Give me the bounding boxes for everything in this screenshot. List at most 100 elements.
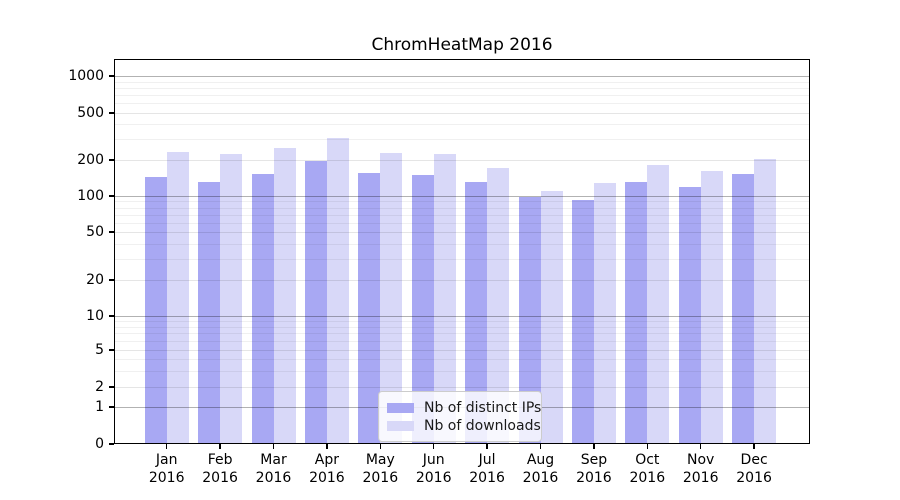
bars-layer — [114, 59, 810, 444]
x-tick-mark — [539, 444, 542, 449]
y-tick-label: 5 — [95, 342, 104, 358]
gridline — [114, 387, 810, 388]
plot-area — [114, 59, 810, 444]
x-tick-mark — [379, 444, 381, 449]
x-tick-label: Mar 2016 — [255, 452, 292, 486]
bar-downloads — [326, 138, 349, 444]
y-tick-mark — [109, 315, 114, 317]
x-tick-label: Nov 2016 — [682, 452, 719, 486]
y-tick-label: 1000 — [68, 68, 104, 84]
y-tick-mark — [109, 406, 114, 408]
legend-swatch-distinct-ips — [387, 402, 414, 413]
x-tick-mark — [166, 444, 168, 449]
gridline — [114, 196, 810, 197]
bar-downloads — [487, 168, 510, 444]
minor-gridline — [114, 333, 810, 335]
bar-downloads — [166, 151, 189, 444]
bar-downloads — [700, 170, 723, 444]
bar-distinct-ips — [465, 181, 488, 444]
legend-item: Nb of distinct IPs — [387, 399, 541, 416]
x-tick-mark — [646, 444, 648, 449]
bar-downloads — [754, 158, 777, 444]
bar-distinct-ips — [198, 181, 221, 444]
bar-distinct-ips — [144, 176, 167, 444]
y-tick-label: 1 — [95, 399, 104, 415]
bar-downloads — [273, 147, 296, 444]
y-tick-mark — [109, 159, 114, 161]
minor-gridline — [114, 87, 810, 89]
bar-distinct-ips — [358, 173, 381, 444]
y-tick-mark — [109, 231, 114, 233]
y-tick-label: 50 — [86, 224, 104, 240]
minor-gridline — [114, 258, 810, 260]
minor-gridline — [114, 201, 810, 203]
y-tick-label: 100 — [77, 188, 104, 204]
minor-gridline — [114, 321, 810, 323]
bar-distinct-ips — [518, 196, 541, 444]
minor-gridline — [114, 243, 810, 245]
gridline — [114, 280, 810, 281]
bar-distinct-ips — [571, 199, 594, 444]
gridline — [114, 76, 810, 77]
x-tick-label: Sep 2016 — [576, 452, 612, 486]
bar-distinct-ips — [625, 182, 648, 444]
y-tick-label: 10 — [86, 308, 104, 324]
y-tick-label: 200 — [77, 152, 104, 168]
chart-title: ChromHeatMap 2016 — [371, 35, 553, 55]
x-tick-mark — [700, 444, 702, 449]
y-tick-mark — [109, 112, 114, 114]
legend-swatch-downloads — [387, 420, 414, 431]
y-tick-mark — [109, 386, 114, 388]
minor-gridline — [114, 214, 810, 216]
x-tick-mark — [326, 444, 328, 449]
x-tick-label: Feb 2016 — [202, 452, 238, 486]
x-tick-label: Jul 2016 — [469, 452, 505, 486]
x-tick-mark — [486, 444, 488, 449]
gridline — [114, 113, 810, 114]
bar-downloads — [647, 164, 670, 444]
legend: Nb of distinct IPs Nb of downloads — [378, 391, 542, 442]
x-tick-mark — [593, 444, 595, 449]
gridline — [114, 316, 810, 317]
bar-downloads — [380, 152, 403, 444]
gridline — [114, 350, 810, 351]
minor-gridline — [114, 341, 810, 343]
minor-gridline — [114, 95, 810, 97]
minor-gridline — [114, 103, 810, 105]
legend-item: Nb of downloads — [387, 417, 541, 434]
minor-gridline — [114, 370, 810, 372]
gridline — [114, 160, 810, 161]
bar-downloads — [540, 191, 563, 444]
x-tick-mark — [433, 444, 435, 449]
gridline — [114, 232, 810, 233]
y-tick-mark — [109, 195, 114, 197]
bar-distinct-ips — [732, 174, 755, 444]
x-tick-label: Apr 2016 — [309, 452, 345, 486]
x-tick-mark — [272, 444, 275, 449]
legend-label: Nb of downloads — [424, 417, 541, 434]
minor-gridline — [114, 222, 810, 224]
y-tick-label: 20 — [86, 272, 104, 288]
bar-distinct-ips — [251, 173, 274, 444]
bar-distinct-ips — [411, 174, 434, 444]
minor-gridline — [114, 359, 810, 360]
legend-label: Nb of distinct IPs — [424, 399, 542, 416]
grid-layer — [114, 59, 810, 444]
bar-downloads — [433, 153, 456, 444]
y-tick-label: 500 — [77, 105, 104, 121]
minor-gridline — [114, 207, 810, 209]
y-tick-label: 0 — [95, 436, 104, 452]
minor-gridline — [114, 139, 810, 141]
minor-gridline — [114, 81, 810, 83]
x-tick-label: Aug 2016 — [522, 452, 559, 486]
x-tick-label: Dec 2016 — [736, 452, 772, 486]
x-tick-label: Jun 2016 — [415, 452, 452, 486]
y-tick-mark — [109, 443, 114, 445]
y-tick-label: 2 — [95, 379, 104, 395]
x-tick-mark — [753, 444, 755, 449]
x-tick-label: May 2016 — [362, 452, 399, 486]
x-tick-label: Jan 2016 — [148, 452, 185, 486]
y-tick-mark — [109, 279, 114, 281]
bar-downloads — [220, 153, 243, 444]
